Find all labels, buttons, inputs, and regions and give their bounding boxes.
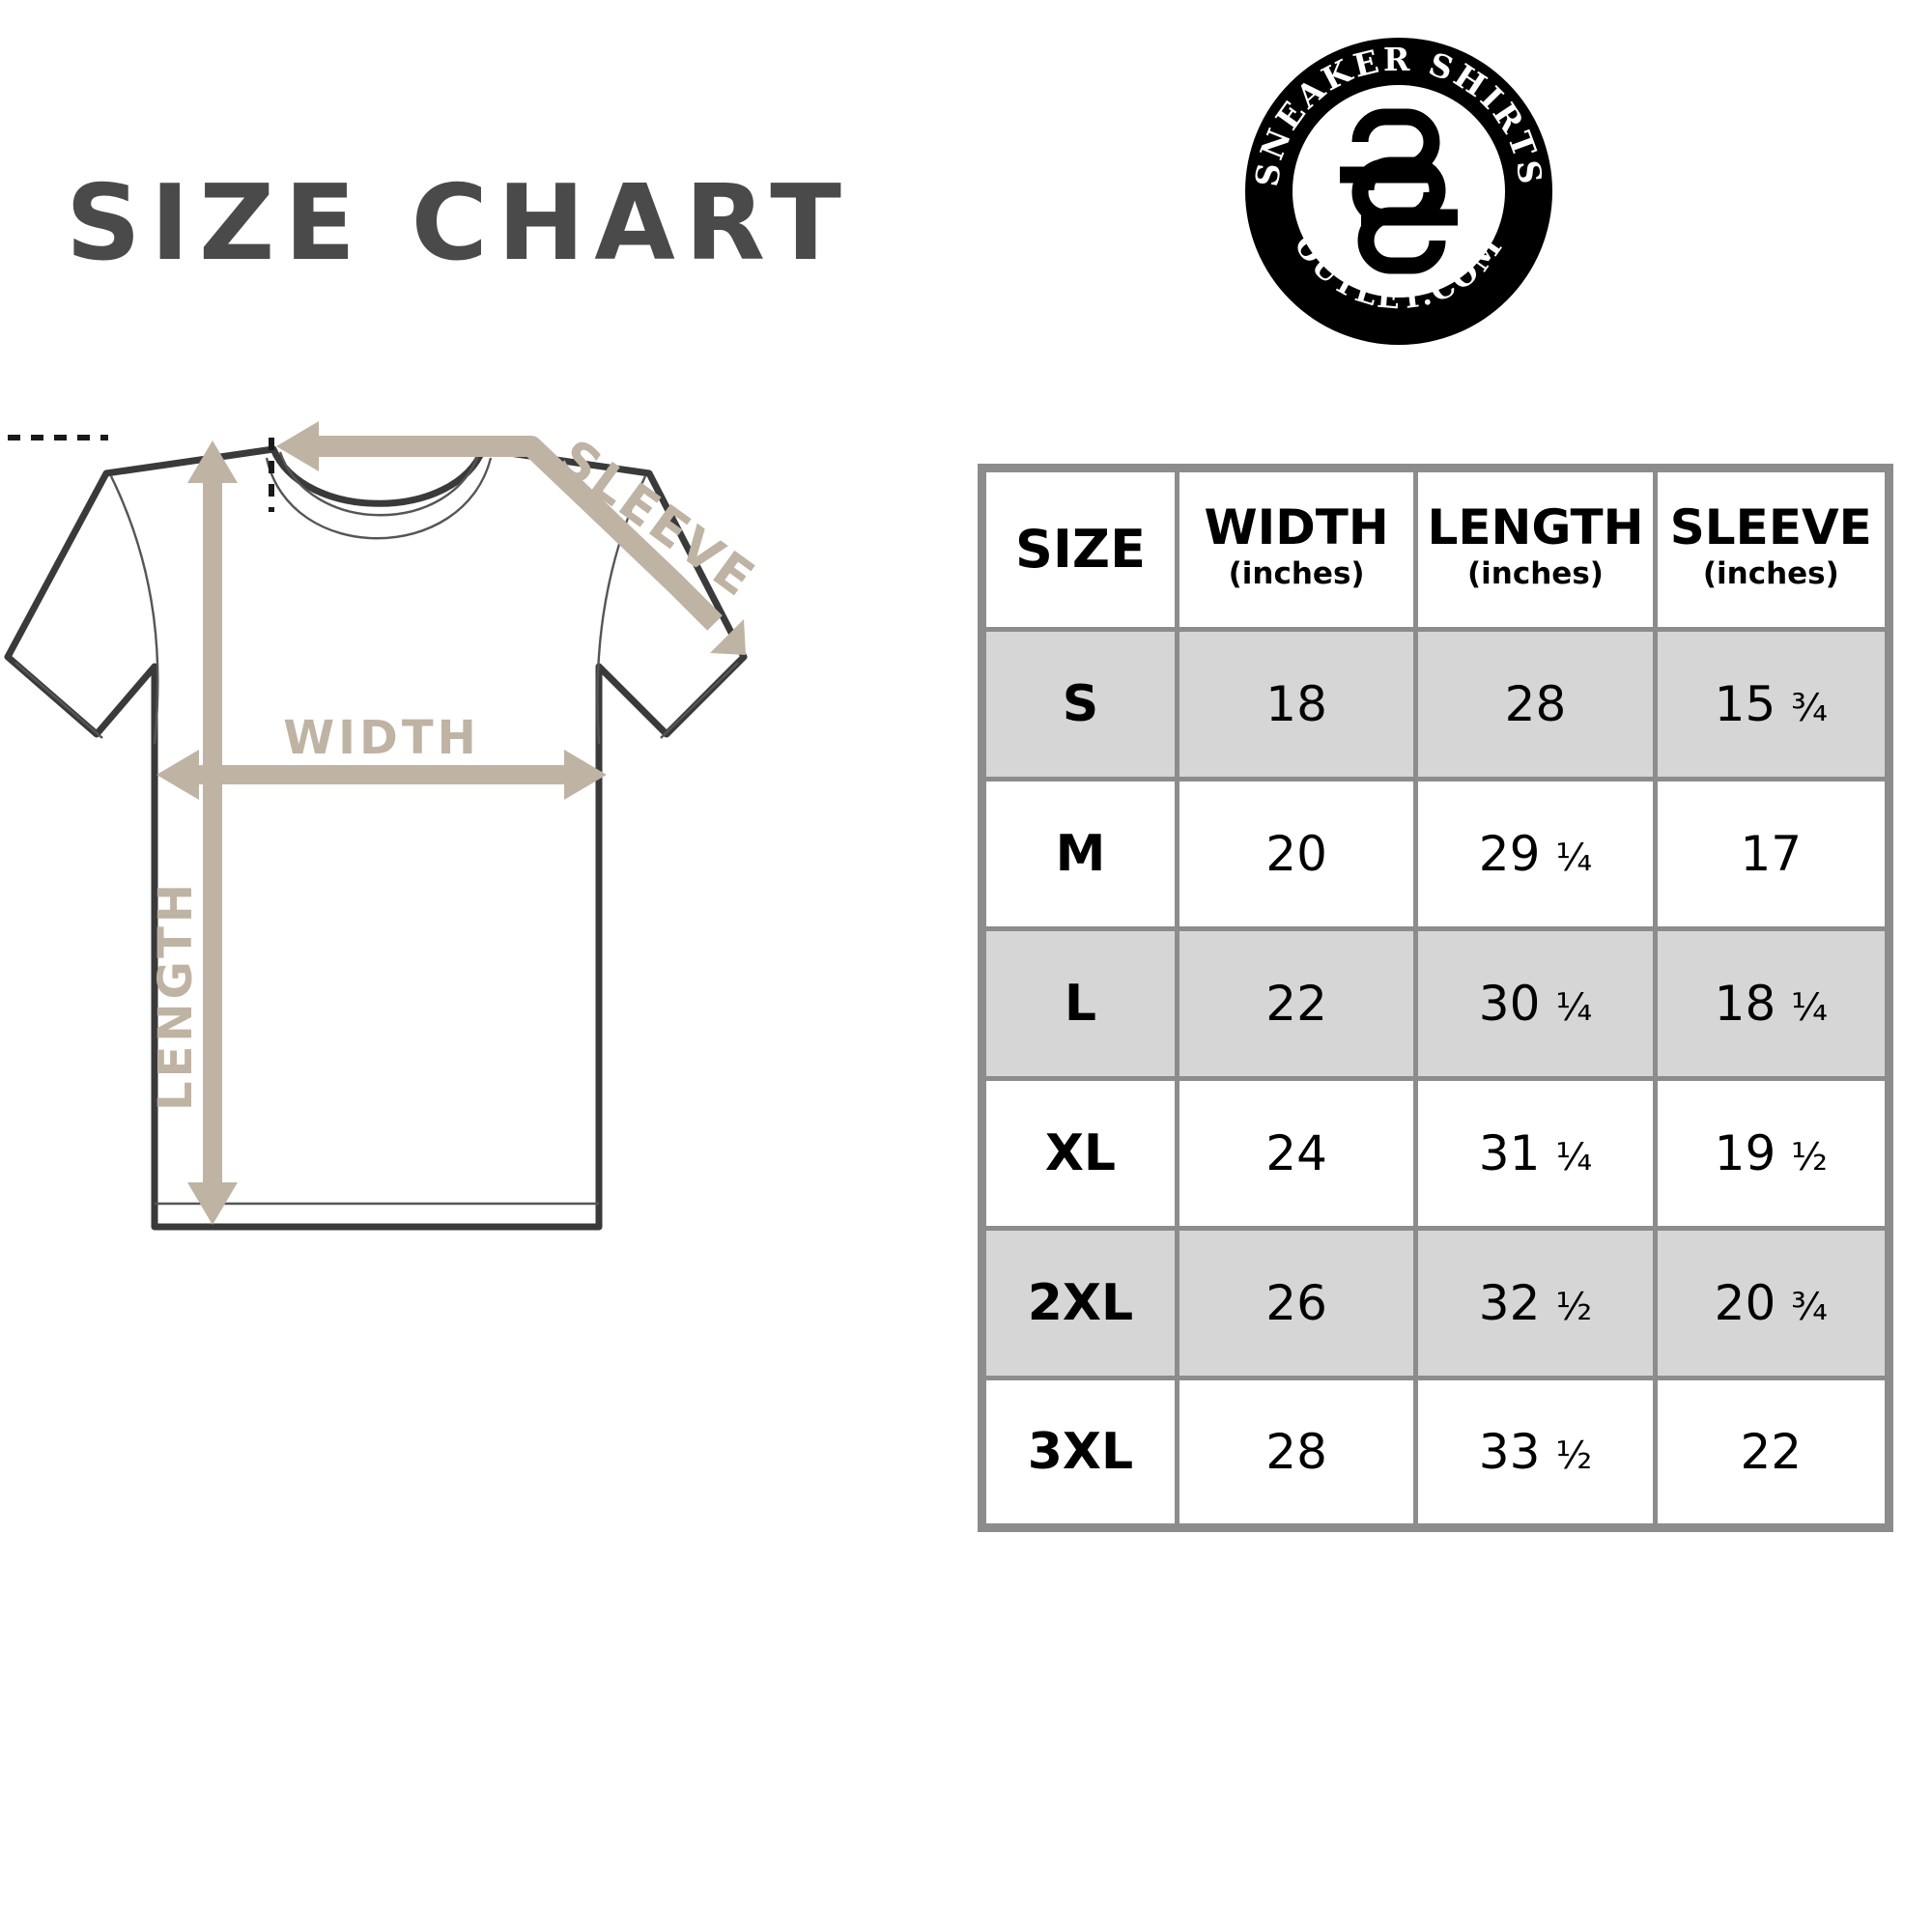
cell-width: 20: [1174, 777, 1419, 931]
page-title: SIZE CHART: [66, 163, 851, 284]
cell-length: 33 ½: [1413, 1376, 1658, 1530]
column-header-size: SIZE: [980, 466, 1179, 632]
table-row: 3XL 28 33 ½ 22: [980, 1376, 1892, 1530]
cell-length: 30 ¼: [1413, 926, 1658, 1081]
column-header-length-unit: (inches): [1466, 555, 1604, 591]
cell-sleeve: 19 ½: [1652, 1076, 1892, 1231]
cell-width: 22: [1174, 926, 1419, 1081]
table-row: S 18 28 15 ¾: [980, 627, 1892, 781]
column-header-size-label: SIZE: [1014, 519, 1146, 580]
cell-sleeve: 17: [1652, 777, 1892, 931]
table-body: S 18 28 15 ¾ M 20 29 ¼ 17 L 22 30 ¼ 18 ¼ XL 24 31 ¼ 19 …: [980, 627, 1892, 1530]
table-row: L 22 30 ¼ 18 ¼: [980, 926, 1892, 1081]
cell-size: M: [980, 777, 1179, 931]
cell-size: 3XL: [980, 1376, 1179, 1530]
cell-sleeve: 22: [1652, 1376, 1892, 1530]
cell-width: 18: [1174, 627, 1419, 781]
cell-size: XL: [980, 1076, 1179, 1231]
tshirt-outline: [4, 445, 748, 1231]
length-arrow: [187, 440, 238, 1225]
size-chart-table: SIZE WIDTH (inches) LENGTH (inches) SLEE…: [978, 464, 1893, 1532]
column-header-sleeve-label: SLEEVE: [1669, 498, 1872, 555]
table-row: XL 24 31 ¼ 19 ½: [980, 1076, 1892, 1231]
cell-length: 32 ½: [1413, 1226, 1658, 1380]
cell-size: 2XL: [980, 1226, 1179, 1380]
table-row: 2XL 26 32 ½ 20 ¾: [980, 1226, 1892, 1380]
cell-length: 31 ¼: [1413, 1076, 1658, 1231]
cell-length: 29 ¼: [1413, 777, 1658, 931]
cell-width: 28: [1174, 1376, 1419, 1530]
width-arrow: [156, 750, 607, 800]
column-header-sleeve: SLEEVE (inches): [1652, 466, 1892, 632]
cell-width: 24: [1174, 1076, 1419, 1231]
cell-sleeve: 18 ¼: [1652, 926, 1892, 1081]
column-header-width-label: WIDTH: [1204, 498, 1389, 555]
cell-size: L: [980, 926, 1179, 1081]
cell-sleeve: 15 ¾: [1652, 627, 1892, 781]
column-header-width: WIDTH (inches): [1174, 466, 1419, 632]
tshirt-detail-lines: [14, 451, 739, 1206]
tshirt-diagram: SLEEVE LENGTH WIDTH: [0, 377, 773, 1343]
cell-width: 26: [1174, 1226, 1419, 1380]
length-label: LENGTH: [149, 880, 203, 1111]
column-header-sleeve-unit: (inches): [1702, 555, 1839, 591]
cell-size: S: [980, 627, 1179, 781]
width-label: WIDTH: [283, 711, 480, 765]
table-row: M 20 29 ¼ 17: [980, 777, 1892, 931]
logo-monogram-icon: [1340, 108, 1458, 274]
brand-logo: SNEAKER SHIRTS OUTLET.COM: [1239, 32, 1558, 351]
column-header-length: LENGTH (inches): [1413, 466, 1658, 632]
column-header-width-unit: (inches): [1228, 555, 1365, 591]
cell-sleeve: 20 ¾: [1652, 1226, 1892, 1380]
column-header-length-label: LENGTH: [1427, 498, 1644, 555]
cell-length: 28: [1413, 627, 1658, 781]
sleeve-arrow: [276, 421, 746, 655]
table-header-row: SIZE WIDTH (inches) LENGTH (inches) SLEE…: [980, 466, 1892, 632]
